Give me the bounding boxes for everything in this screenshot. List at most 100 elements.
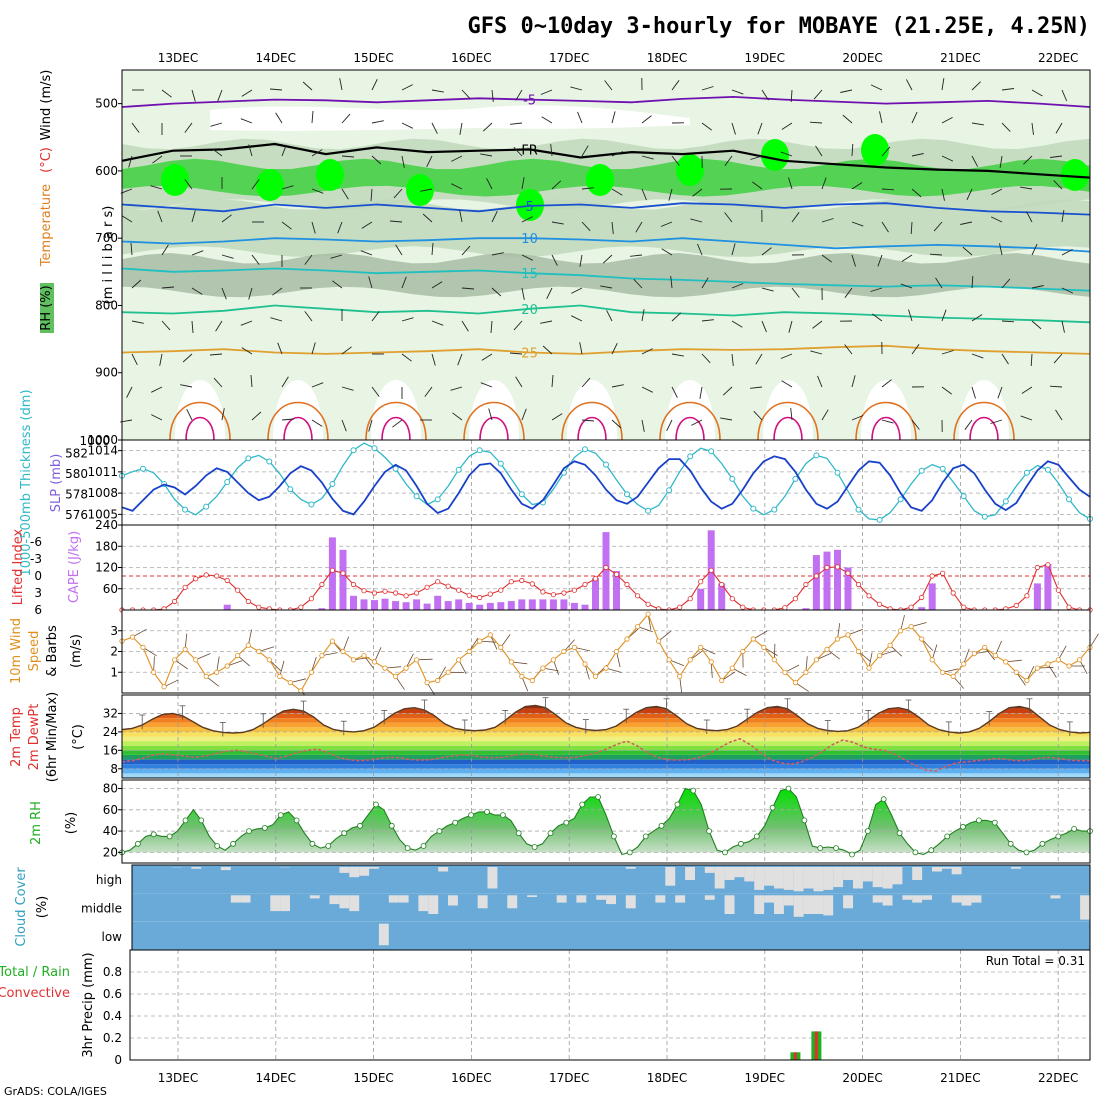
wind10-barb (753, 630, 768, 640)
wind10-barb (732, 667, 747, 676)
wind10-barb (416, 658, 433, 661)
cloud-gap-cell (833, 867, 844, 888)
wind-barb (551, 180, 562, 190)
rh-low-region (567, 380, 617, 440)
wind10-barb (921, 638, 934, 651)
cloud-gap-cell (704, 895, 715, 900)
wind-barb (791, 287, 800, 298)
wind-barb (701, 86, 714, 91)
rh2m-point (246, 828, 252, 834)
rh2m-point (166, 833, 173, 840)
cloud-gap-cell (744, 867, 755, 882)
cape-bar (381, 598, 389, 610)
wind-barb (877, 254, 883, 267)
lifted-index-point (235, 587, 241, 593)
wind-barb (809, 121, 823, 124)
lifted-index-point (298, 604, 304, 610)
lifted-index-point (456, 587, 462, 593)
cloud-gap-cell (191, 867, 202, 869)
thickness-point (329, 481, 336, 487)
thickness-point (371, 445, 378, 452)
wind-barb (461, 245, 471, 256)
cape-bar (434, 595, 442, 610)
wind-barb (910, 221, 913, 235)
wind-barb (1020, 186, 1033, 190)
top-date-label: 19DEC (745, 51, 785, 65)
wind-barb (401, 155, 405, 168)
rh2m-point (515, 830, 522, 837)
wind10-point (813, 657, 820, 663)
wind-barb (486, 178, 493, 190)
wind10-barb (910, 622, 927, 627)
wind10-barb (247, 629, 252, 646)
cape-bar (528, 599, 536, 610)
wind-barb (371, 311, 380, 322)
wind10-barb (163, 679, 179, 688)
cloud-gap-cell (329, 895, 340, 905)
wind10-point (729, 665, 735, 671)
lifted-index-point (634, 593, 641, 599)
wind10-point (866, 665, 872, 671)
wind-barb (431, 89, 444, 93)
wind-barb (731, 89, 744, 95)
wind-barb (999, 243, 1003, 256)
wind10-point (340, 648, 346, 655)
isotherm-30 (463, 401, 525, 441)
wind10-barb (574, 647, 591, 652)
slp-bg (122, 440, 1090, 525)
wind10-barb (374, 647, 382, 663)
wind-barb (161, 244, 169, 256)
lifted-index-point (603, 564, 609, 571)
cloud-gap-cell (951, 895, 962, 903)
wind-barb (966, 188, 973, 201)
rh2m-point (372, 801, 379, 808)
thickness-point (771, 506, 778, 513)
wind10-barb (142, 647, 157, 657)
cloud-gap-cell (724, 895, 735, 914)
temp-y-tick-label: 24 (103, 725, 118, 739)
lifted-index-point (424, 584, 430, 590)
rh2m-point (928, 847, 935, 854)
wind-barb (212, 148, 223, 157)
dewpt-axis-label: 2m DewPt (27, 704, 42, 771)
cape-y-tick-label: 240 (95, 518, 118, 532)
slp-y-tick-label: 1005 (87, 507, 118, 521)
cloud-gap-cell (665, 867, 676, 886)
wind10-point (361, 652, 367, 659)
cape-bar (718, 583, 726, 610)
rh-high-blob (761, 139, 789, 171)
wind10-point (256, 648, 262, 655)
wind10-barbs-label: & Barbs (45, 625, 60, 677)
wind-barb (881, 221, 889, 233)
isotherm-label: 5 (525, 200, 533, 215)
thickness-point (918, 467, 925, 474)
wind-barb (911, 419, 920, 430)
lifted-index-point (445, 583, 451, 589)
rh2m-point (880, 796, 887, 803)
temp-band (122, 773, 1090, 778)
lifted-index-point (466, 592, 472, 598)
cape-bar (834, 549, 841, 610)
wind-barb (250, 374, 253, 388)
thickness-point (308, 501, 315, 508)
wind10-point (919, 636, 925, 642)
thickness-point (960, 493, 967, 500)
wind10-point (845, 632, 851, 638)
wind10-barb (994, 640, 1002, 656)
cloud-gap-cell (596, 895, 607, 900)
thickness-point (182, 506, 189, 513)
wind-barb (962, 246, 973, 256)
wind-barb (752, 181, 763, 190)
wind10-point (1003, 659, 1009, 665)
wind-barb (941, 78, 945, 91)
slp-y-tick-label: 1008 (87, 486, 118, 500)
lifted-index-point (719, 581, 725, 588)
wind-barb (1055, 409, 1063, 421)
wind10-point (477, 638, 483, 644)
li-tick-label: 6 (34, 603, 42, 617)
lifted-index-point (940, 570, 946, 576)
lifted-index-point (350, 581, 357, 588)
cloud-gap-cell (359, 867, 370, 876)
wind-barb (551, 374, 554, 388)
wind-barb (731, 243, 736, 256)
